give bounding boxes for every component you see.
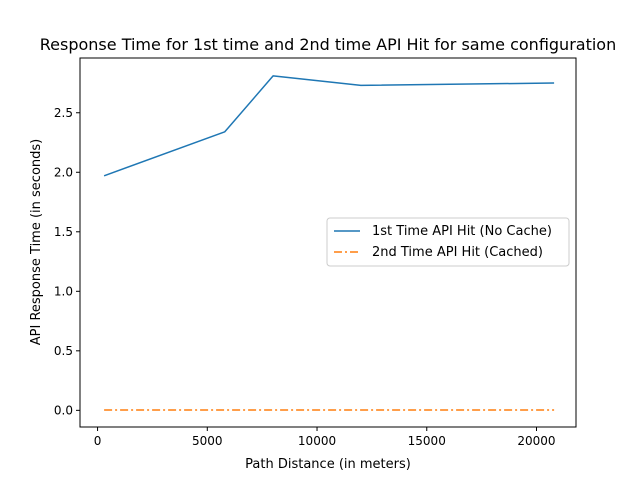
y-tick-label: 1.0	[54, 284, 73, 298]
x-axis-label: Path Distance (in meters)	[245, 457, 411, 472]
legend-label-cached: 2nd Time API Hit (Cached)	[372, 245, 543, 260]
x-tick-label: 20000	[517, 434, 555, 448]
y-tick-label: 0.0	[54, 403, 73, 417]
x-tick-label: 0	[94, 434, 102, 448]
x-tick-label: 10000	[298, 434, 336, 448]
series-layer	[103, 75, 555, 411]
y-axis: 0.0 0.5 1.0 1.5 2.0 2.5	[54, 106, 80, 417]
x-tick-label: 5000	[192, 434, 223, 448]
legend-label-no-cache: 1st Time API Hit (No Cache)	[372, 224, 552, 239]
x-axis: 0 5000 10000 15000 20000	[94, 427, 556, 448]
legend: 1st Time API Hit (No Cache) 2nd Time API…	[326, 217, 570, 267]
y-axis-label: API Response Time (in seconds)	[29, 139, 44, 345]
y-tick-label: 2.0	[54, 165, 73, 179]
chart-title: Response Time for 1st time and 2nd time …	[40, 35, 616, 54]
y-tick-label: 1.5	[54, 225, 73, 239]
legend-box	[326, 217, 570, 267]
x-tick-label: 15000	[408, 434, 446, 448]
y-tick-label: 2.5	[54, 106, 73, 120]
plot-frame	[79, 57, 577, 428]
plot-area	[79, 57, 577, 428]
series-line-no-cache	[103, 75, 555, 177]
y-tick-label: 0.5	[54, 344, 73, 358]
